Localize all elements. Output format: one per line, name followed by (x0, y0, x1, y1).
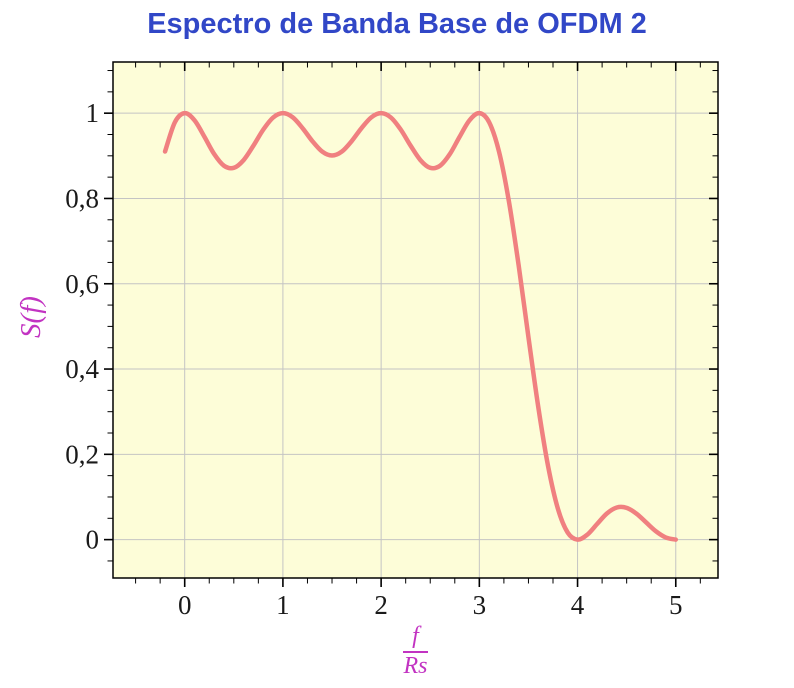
svg-text:1: 1 (86, 98, 100, 128)
svg-text:5: 5 (669, 590, 683, 620)
chart-title: Espectro de Banda Base de OFDM 2 (147, 8, 647, 40)
svg-text:0,2: 0,2 (65, 439, 99, 469)
x-axis-label-fraction: f Rs (403, 623, 428, 680)
x-axis-label-denominator: Rs (403, 653, 428, 680)
svg-text:4: 4 (571, 590, 585, 620)
svg-text:0,6: 0,6 (65, 269, 99, 299)
svg-text:2: 2 (374, 590, 388, 620)
svg-text:0,4: 0,4 (65, 354, 99, 384)
svg-text:0: 0 (178, 590, 192, 620)
y-axis-label: S(f) (15, 296, 47, 338)
svg-text:1: 1 (276, 590, 290, 620)
svg-text:3: 3 (473, 590, 487, 620)
x-axis-label: f Rs (113, 623, 718, 680)
x-axis-label-numerator: f (403, 623, 428, 654)
svg-text:0: 0 (86, 525, 100, 555)
svg-text:0,8: 0,8 (65, 183, 99, 213)
